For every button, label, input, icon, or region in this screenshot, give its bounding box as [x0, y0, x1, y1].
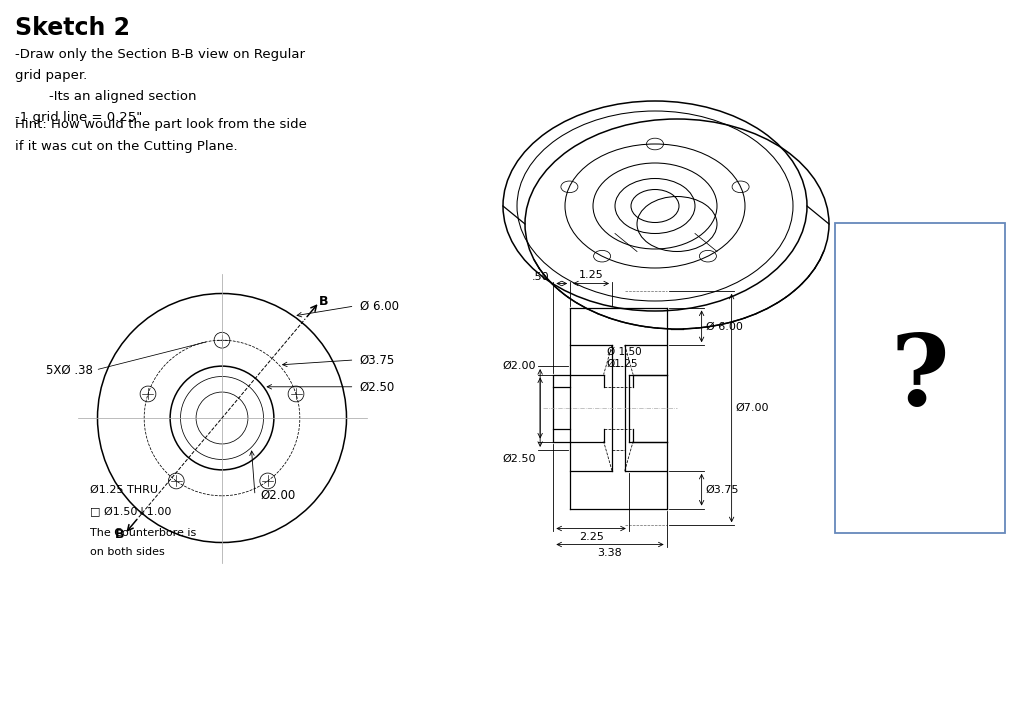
Text: if it was cut on the Cutting Plane.: if it was cut on the Cutting Plane. [15, 140, 238, 153]
Text: -Draw only the Section B-B view on Regular: -Draw only the Section B-B view on Regul… [15, 48, 305, 61]
Bar [835, 223, 1005, 533]
Text: Ø1.25 THRU: Ø1.25 THRU [89, 484, 158, 494]
Text: Ø 6.00: Ø 6.00 [706, 321, 742, 331]
Text: B: B [319, 295, 329, 308]
Text: Ø2.00: Ø2.00 [503, 360, 537, 371]
Text: -1 grid line = 0.25": -1 grid line = 0.25" [15, 111, 142, 124]
Text: Sketch 2: Sketch 2 [15, 16, 130, 40]
Text: 5XØ .38: 5XØ .38 [46, 363, 92, 376]
Text: 3.38: 3.38 [598, 547, 623, 558]
Text: grid paper.: grid paper. [15, 69, 87, 82]
Text: Ø2.00: Ø2.00 [260, 489, 295, 502]
Text: Hint: How would the part look from the side: Hint: How would the part look from the s… [15, 118, 307, 131]
Text: Ø1.25: Ø1.25 [606, 358, 638, 368]
Text: The Counterbore is: The Counterbore is [89, 529, 196, 539]
Text: Ø3.75: Ø3.75 [706, 485, 739, 494]
Text: 2.25: 2.25 [579, 531, 603, 542]
Text: Ø 6.00: Ø 6.00 [359, 299, 398, 312]
Text: .50: .50 [531, 272, 550, 282]
Text: Ø2.50: Ø2.50 [359, 380, 394, 393]
Text: Ø 1.50: Ø 1.50 [606, 347, 641, 357]
Text: ?: ? [891, 330, 949, 427]
Text: -Its an aligned section: -Its an aligned section [15, 90, 197, 103]
Text: B: B [115, 529, 125, 542]
Text: 1.25: 1.25 [579, 271, 603, 280]
Text: □ Ø1.50↓1.00: □ Ø1.50↓1.00 [89, 507, 171, 516]
Text: Ø3.75: Ø3.75 [359, 353, 394, 366]
Text: Ø7.00: Ø7.00 [735, 403, 769, 413]
Text: on both sides: on both sides [89, 547, 164, 558]
Text: Ø2.50: Ø2.50 [503, 454, 537, 464]
